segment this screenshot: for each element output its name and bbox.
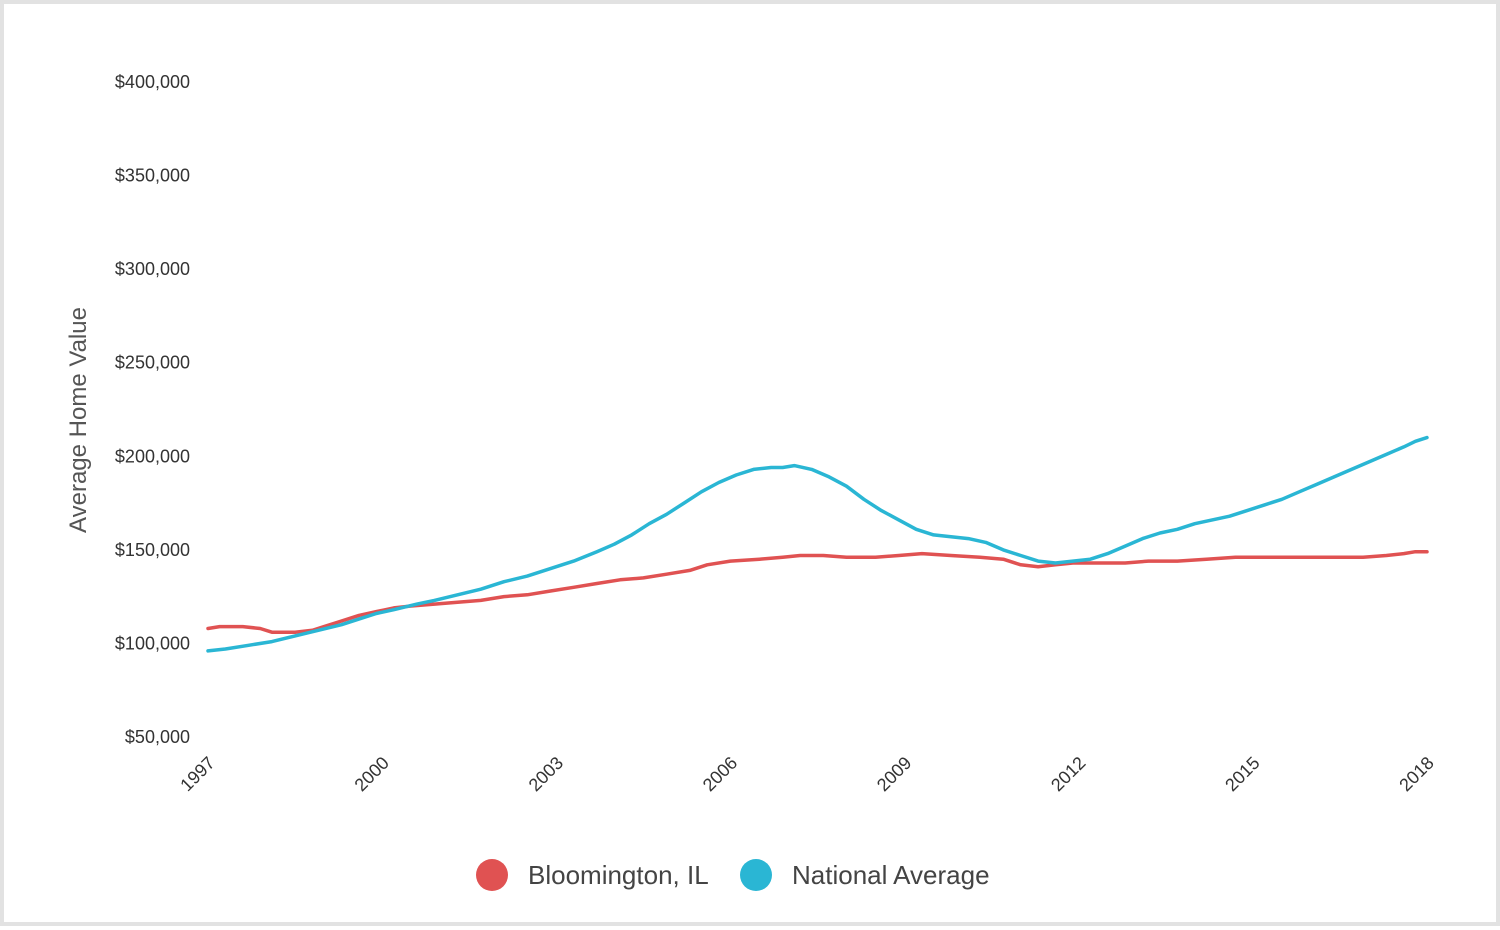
y-tick-label: $250,000 — [115, 353, 190, 373]
y-tick-label: $150,000 — [115, 540, 190, 560]
y-tick-label: $350,000 — [115, 166, 190, 186]
y-axis-ticks: $50,000 $100,000 $150,000 $200,000 $250,000 $… — [115, 72, 190, 747]
y-tick-label: $300,000 — [115, 259, 190, 279]
series-line-bloomington — [206, 549, 1429, 634]
legend-marker — [476, 859, 508, 891]
legend-label: National Average — [792, 860, 990, 890]
x-tick-label: 2009 — [873, 753, 915, 795]
x-tick-label: 2000 — [351, 753, 393, 795]
y-tick-label: $50,000 — [125, 727, 190, 747]
y-tick-label: $100,000 — [115, 633, 190, 653]
series-lines — [206, 435, 1429, 653]
x-tick-label: 2015 — [1221, 753, 1263, 795]
y-tick-label: $200,000 — [115, 446, 190, 466]
x-tick-label: 2018 — [1395, 753, 1437, 795]
y-axis-label: Average Home Value — [65, 307, 92, 533]
x-tick-label: 2003 — [525, 753, 567, 795]
x-axis-ticks: 1997 2000 2003 2006 2009 2012 2015 2018 — [176, 753, 1437, 795]
legend: Bloomington, IL National Average — [476, 859, 990, 891]
x-tick-label: 2006 — [699, 753, 741, 795]
y-tick-label: $400,000 — [115, 72, 190, 92]
legend-marker — [740, 859, 772, 891]
line-chart: $50,000 $100,000 $150,000 $200,000 $250,000 $… — [65, 72, 1438, 891]
x-tick-label: 1997 — [176, 753, 218, 795]
series-line-national-average — [206, 435, 1429, 653]
x-tick-label: 2012 — [1047, 753, 1089, 795]
legend-label: Bloomington, IL — [528, 860, 709, 890]
